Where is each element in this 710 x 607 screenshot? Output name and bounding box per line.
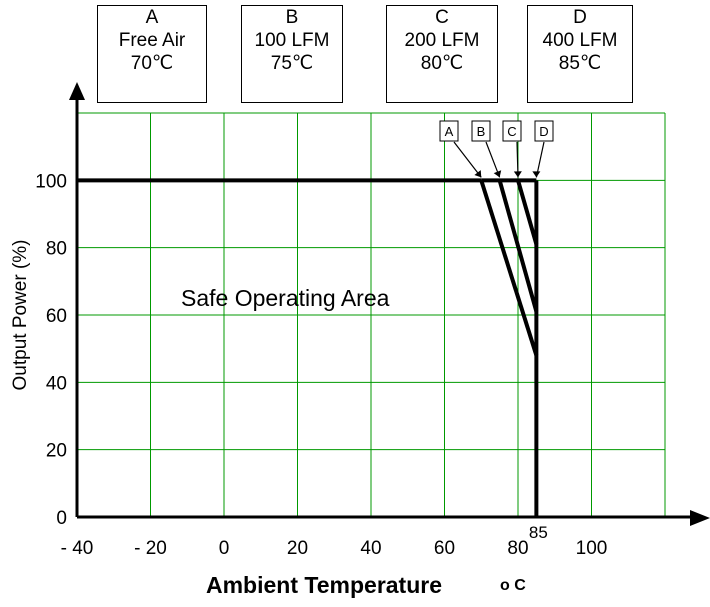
- x-tick-label: 20: [287, 538, 308, 559]
- condition-box-a: A Free Air 70℃: [97, 5, 207, 103]
- x-tick-label: 40: [360, 538, 381, 559]
- derating-curves: [77, 178, 539, 517]
- marker-box-c: [502, 120, 522, 142]
- marker-label-d: D: [539, 124, 548, 139]
- derating-line-c: [516, 179, 539, 245]
- marker-box-d: [534, 120, 554, 142]
- marker-arrowhead-a: [474, 170, 482, 178]
- marker-box-b: [471, 120, 491, 142]
- curve-markers: A B C D: [439, 120, 554, 178]
- marker-leader-b: [485, 141, 501, 178]
- marker-label-a: A: [445, 124, 454, 139]
- x-tick-label: - 40: [61, 538, 94, 559]
- marker-box-a: [439, 120, 459, 142]
- tick-labels: - 40 - 20 0 20 40 60 80 100 85 0 20 40 60 80 100: [35, 171, 607, 559]
- x-axis-unit: o C: [500, 577, 526, 594]
- x-tick-label: 100: [576, 538, 608, 559]
- marker-arrowhead-d: [532, 171, 541, 178]
- condition-id: A: [145, 7, 159, 28]
- marker-label-b: B: [477, 124, 486, 139]
- condition-airflow: Free Air: [118, 30, 186, 51]
- x-tick-label: 0: [219, 538, 230, 559]
- y-axis-label: Output Power (%): [10, 240, 31, 391]
- condition-airflow: 400 LFM: [542, 30, 618, 51]
- condition-box-d: D 400 LFM 85℃: [527, 5, 633, 103]
- y-tick-label: 0: [56, 508, 67, 529]
- condition-id: C: [435, 7, 449, 28]
- y-axis-arrow: [69, 82, 85, 100]
- derating-line-b: [497, 179, 539, 313]
- x-tick-label: - 20: [134, 538, 167, 559]
- marker-label-c: C: [507, 124, 516, 139]
- y-tick-label: 100: [35, 171, 67, 192]
- x-axis-arrow: [690, 510, 710, 526]
- condition-airflow: 100 LFM: [254, 30, 330, 51]
- condition-box-b: B 100 LFM 75℃: [241, 5, 343, 103]
- grid-lines: [76, 112, 666, 518]
- x-tick-label-85: 85: [529, 523, 548, 542]
- safe-operating-area-label: Safe Operating Area: [181, 285, 390, 311]
- x-tick-label: 60: [434, 538, 455, 559]
- x-tick-label: 80: [507, 538, 528, 559]
- x-axis-label: Ambient Temperature: [206, 572, 442, 598]
- derating-line-a: [479, 179, 539, 357]
- condition-temperature: 85℃: [558, 53, 602, 74]
- y-tick-label: 60: [46, 306, 67, 327]
- y-tick-label: 80: [46, 239, 67, 260]
- marker-leader-a: [453, 141, 482, 178]
- condition-temperature: 70℃: [130, 53, 174, 74]
- condition-id: B: [285, 7, 299, 28]
- marker-arrowhead-c: [513, 171, 522, 178]
- condition-airflow: 200 LFM: [404, 30, 480, 51]
- condition-box-c: C 200 LFM 80℃: [386, 5, 498, 103]
- axes: [69, 82, 710, 526]
- condition-temperature: 75℃: [270, 53, 314, 74]
- condition-id: D: [573, 7, 587, 28]
- y-tick-label: 40: [46, 373, 67, 394]
- marker-arrowhead-b: [493, 170, 502, 178]
- condition-temperature: 80℃: [420, 53, 464, 74]
- y-tick-label: 20: [46, 441, 67, 462]
